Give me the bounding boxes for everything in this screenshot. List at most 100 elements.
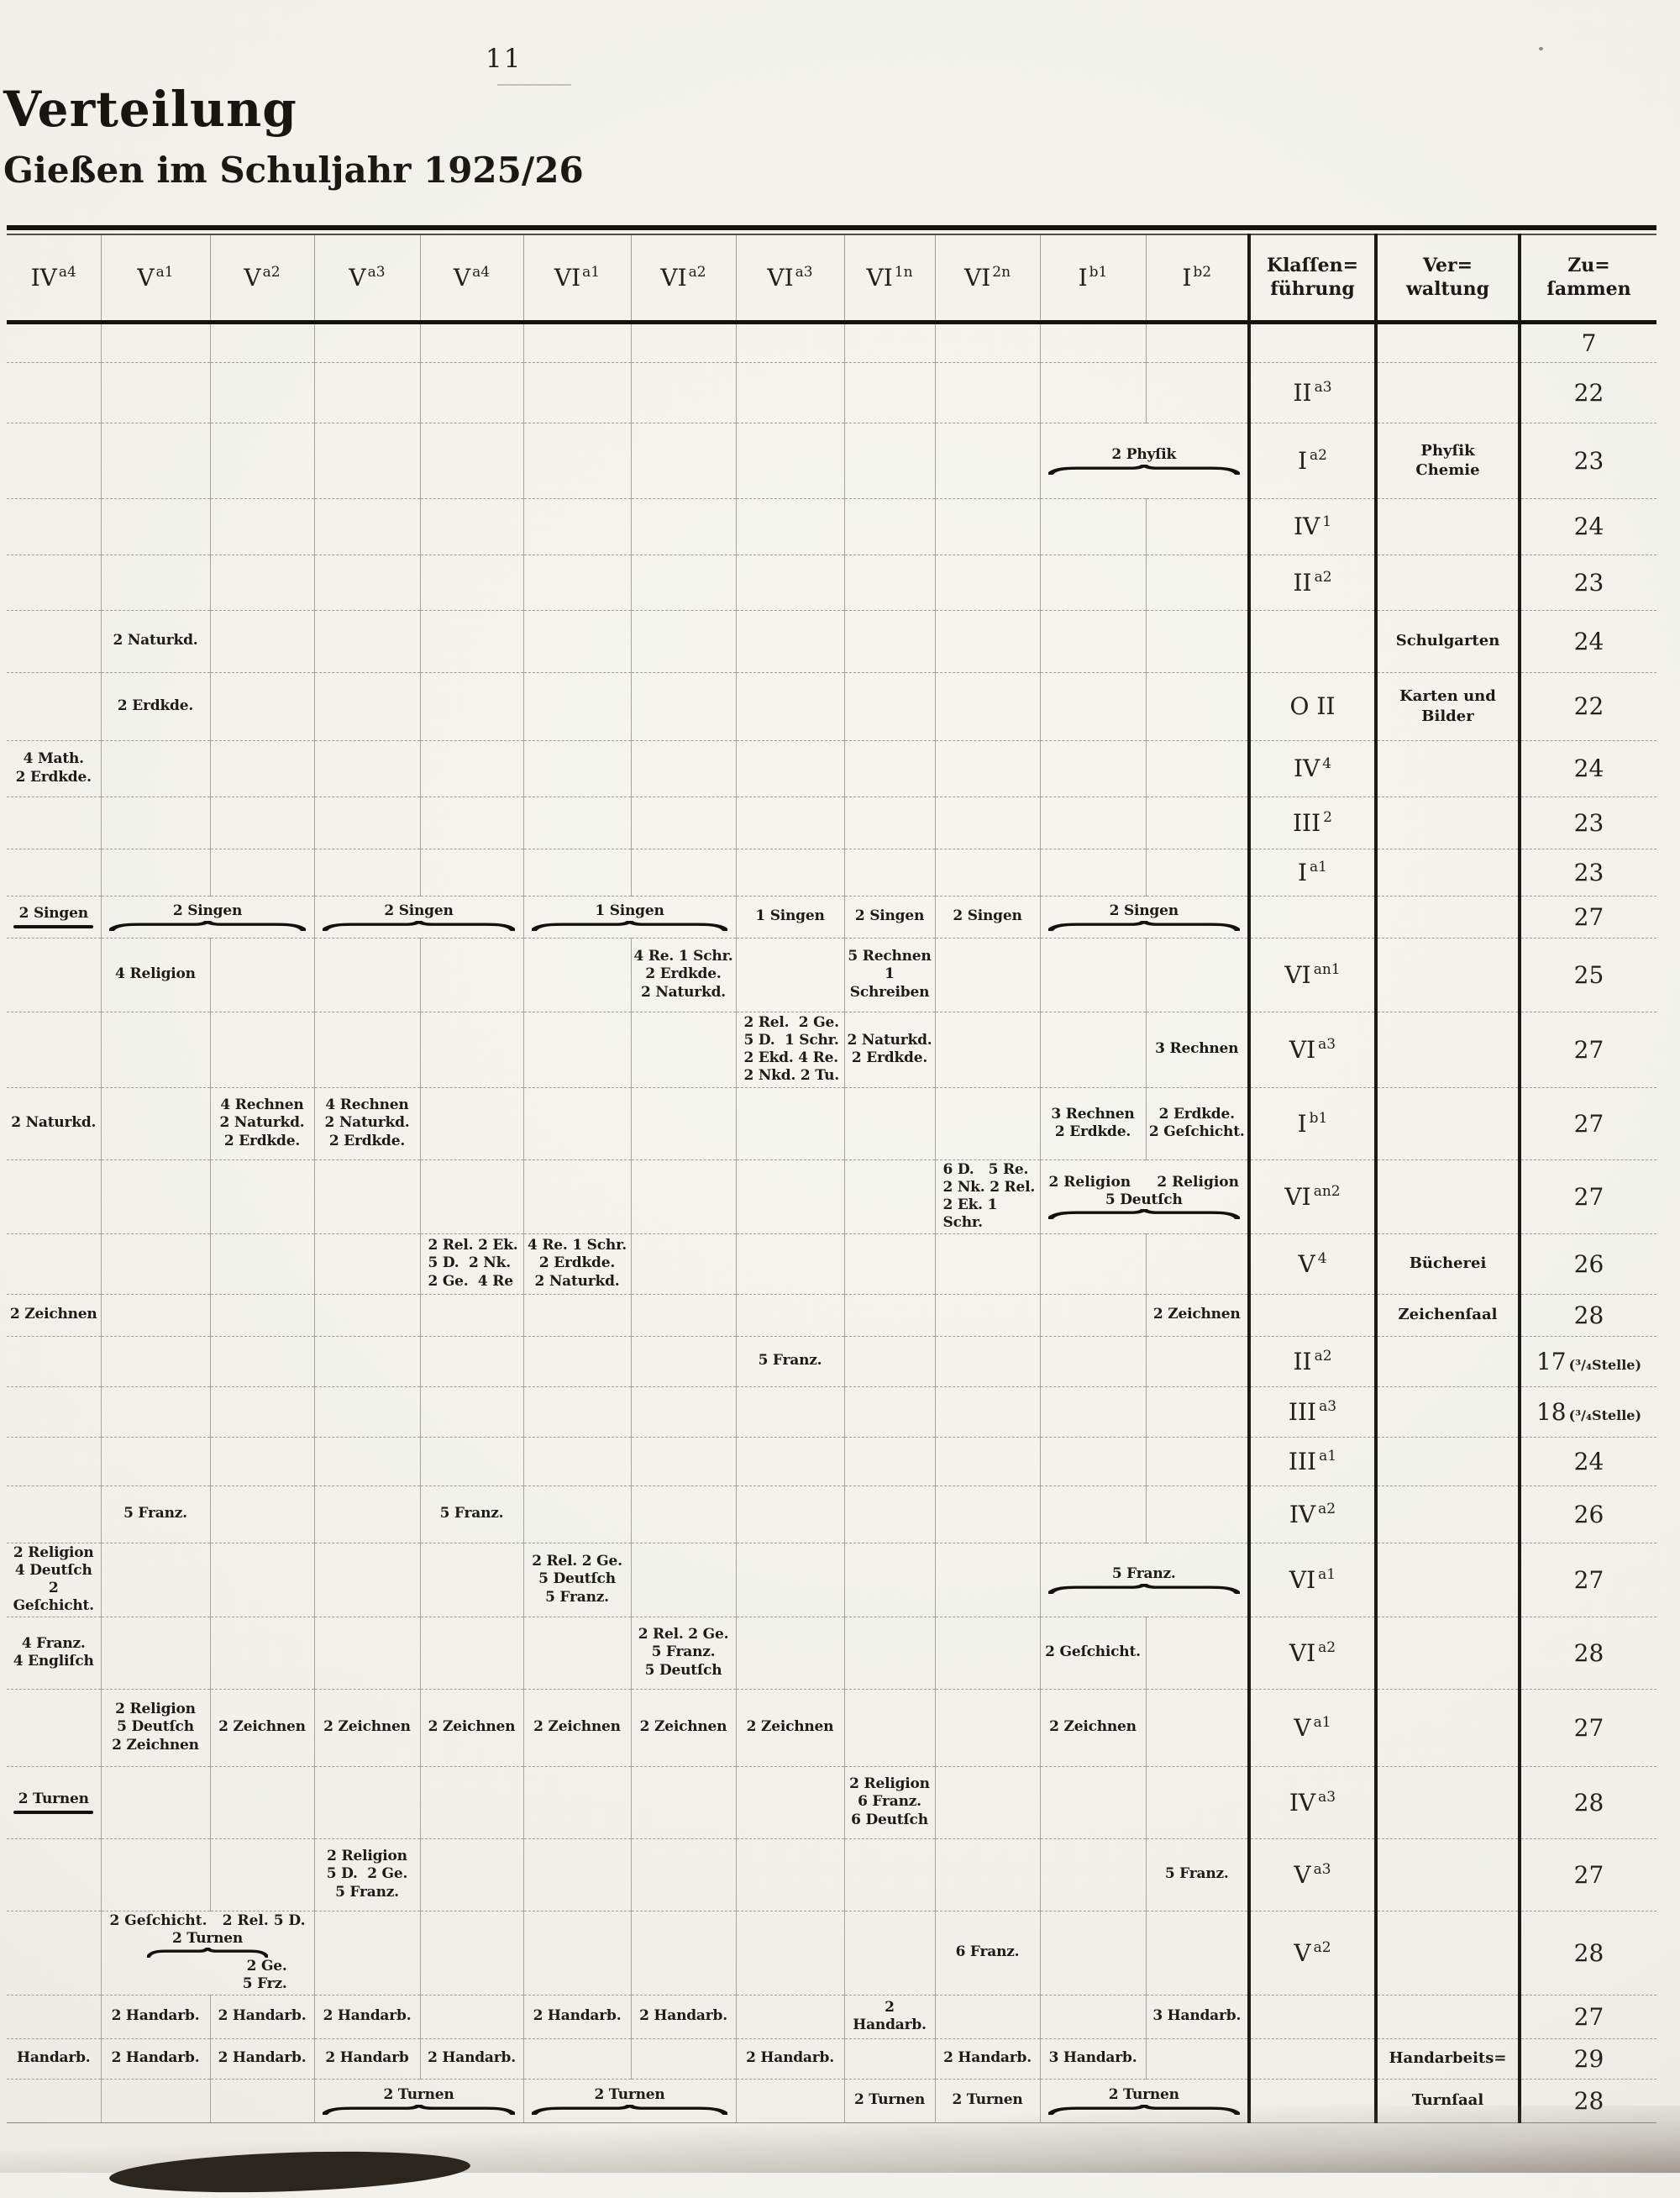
- table-cell: [631, 422, 737, 498]
- table-cell: 2 Singen: [314, 895, 524, 938]
- table-cell: [420, 1386, 524, 1437]
- subject-entry: 5 D. 2 Ge.: [326, 1865, 408, 1883]
- table-cell: 2 Singen: [1040, 895, 1250, 938]
- verwaltung-cell: [1374, 1542, 1520, 1617]
- subject-entry: 5 Deutſch: [1105, 1191, 1183, 1208]
- table-cell: [523, 1335, 632, 1386]
- subject-entry: 2 Erdkde.: [1158, 1105, 1235, 1123]
- table-cell: [101, 1436, 211, 1485]
- table-cell: [420, 671, 524, 740]
- verwaltung-cell: [1374, 1994, 1520, 2038]
- subject-entry: 3 Rechnen: [1155, 1040, 1239, 1058]
- table-row: 2 Religion 5 Deutſch 2 Zeichnen 2 Zeichnen 2…: [7, 1688, 1656, 1766]
- table-cell: 2 Handarb.: [631, 1994, 737, 2038]
- paper-speck: [1539, 47, 1543, 50]
- table-row: III a1 24: [7, 1436, 1656, 1485]
- table-cell: [631, 1910, 737, 1995]
- table-cell: [844, 497, 936, 555]
- table-cell: [314, 1233, 421, 1294]
- table-cell: [1040, 1386, 1147, 1437]
- table-cell: 2 Phyſik: [1040, 422, 1250, 498]
- subject-entry: 2 Handarb.: [639, 2007, 727, 2025]
- table-cell: 2 Handarb.: [210, 1994, 315, 2038]
- table-cell: [631, 609, 737, 672]
- table-cell: [1146, 1485, 1250, 1543]
- subject-entry: 5 Deutſch: [117, 1718, 194, 1736]
- table-cell: [314, 1011, 421, 1087]
- table-cell: [7, 422, 102, 498]
- span-brace: [1047, 917, 1242, 932]
- subject-entry: 2 Religion: [327, 1848, 407, 1865]
- column-header-IVa4: IV a4: [7, 234, 102, 324]
- table-cell: [420, 1910, 524, 1995]
- table-cell: [844, 1436, 936, 1485]
- table-cell: [523, 554, 632, 610]
- table-cell: [631, 1485, 737, 1543]
- table-cell: [1040, 848, 1147, 896]
- table-cell: [1040, 322, 1147, 362]
- subject-entry: 2 Rel. 2 Ek.: [428, 1237, 518, 1254]
- subject-entry: 2 Handarb.: [323, 2007, 412, 2025]
- table-cell: [1040, 671, 1147, 740]
- verwaltung-cell: [1374, 848, 1520, 896]
- span-brace: [1047, 460, 1242, 476]
- subject-entry: 2 Turnen: [18, 1790, 89, 1807]
- verwaltung-cell: [1374, 361, 1520, 423]
- column-header-VIa1: VI a1: [523, 234, 632, 324]
- table-cell: 5 Franz.: [1040, 1542, 1250, 1617]
- zusammen-cell: 22: [1518, 671, 1656, 740]
- table-cell: [935, 422, 1041, 498]
- subject-entry: 5 Franz.: [439, 1505, 504, 1522]
- table-cell: [210, 322, 315, 362]
- table-cell: [210, 1335, 315, 1386]
- table-cell: [210, 937, 315, 1012]
- table-row: 2 Naturkd. Schulgarten 24: [7, 609, 1656, 672]
- span-brace: [108, 917, 307, 932]
- table-cell: [210, 1293, 315, 1336]
- table-cell: [420, 1765, 524, 1838]
- table-row: II a2 23: [7, 554, 1656, 610]
- table-cell: [736, 1293, 845, 1336]
- subject-entry: 2 Religion: [13, 1543, 94, 1561]
- table-cell: 2 Erdkde. 2 Geſchicht.: [1146, 1086, 1250, 1159]
- table-cell: [7, 937, 102, 1012]
- table-cell: [736, 1086, 845, 1159]
- subject-entry: 2 Naturkd.: [847, 1031, 932, 1049]
- table-cell: [1040, 796, 1147, 849]
- subject-entry: 2 Ge.: [246, 1958, 287, 1975]
- table-cell: [7, 1011, 102, 1087]
- table-cell: [7, 796, 102, 849]
- verwaltung-cell: [1374, 1485, 1520, 1543]
- subject-entry: 2 Erdkde.: [328, 1132, 406, 1149]
- table-cell: [314, 1293, 421, 1336]
- zusammen-cell: 26: [1518, 1485, 1656, 1543]
- verwaltung-cell: Phyſik Chemie: [1374, 422, 1520, 498]
- table-cell: 2 Zeichnen: [1040, 1688, 1147, 1766]
- table-cell: [736, 937, 845, 1012]
- zusammen-cell: 18 (³/₄Stelle): [1518, 1386, 1656, 1437]
- column-header-VI1n: VI 1n: [844, 234, 936, 324]
- table-cell: [210, 497, 315, 555]
- subject-entry: 2 Singen: [1109, 902, 1179, 920]
- table-cell: 2 Singen: [935, 895, 1041, 938]
- span-brace: [1047, 1205, 1242, 1220]
- zusammen-cell: 27: [1518, 1838, 1656, 1911]
- paired-entries: 2 Geſchicht. 2 Rel. 5 D.: [109, 1911, 306, 1929]
- table-cell: 2 Zeichnen: [631, 1688, 737, 1766]
- table-cell: [935, 1386, 1041, 1437]
- verwaltung-cell: [1374, 322, 1520, 362]
- table-cell: [844, 1616, 936, 1689]
- table-cell: 2 Rel. 2 Ek. 5 D. 2 Nk. 2 Ge. 4 Re: [420, 1233, 524, 1294]
- table-row: 6 D. 5 Re. 2 Nk. 2 Rel. 2 Ek. 1 Schr. 2 Rel…: [7, 1159, 1656, 1233]
- subject-entry: 2 Turnen: [171, 1929, 244, 1947]
- subject-entry: 2 Rel. 2 Ge.: [743, 1013, 840, 1031]
- table-cell: 2 Religion 4 Deutſch 2 Geſchicht.: [7, 1542, 102, 1617]
- subject-entry: 2 Handarb.: [943, 2049, 1032, 2067]
- table-cell: [314, 671, 421, 740]
- table-cell: [736, 796, 845, 849]
- table-cell: 2 Zeichnen: [1146, 1293, 1250, 1336]
